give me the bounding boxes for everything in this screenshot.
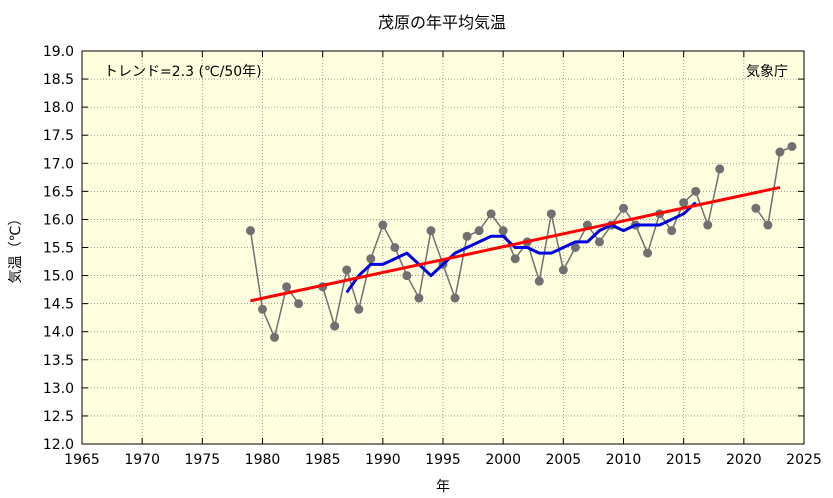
y-tick-label: 18.0 (43, 100, 74, 116)
axes: 1965 1970 1975 1980 1985 1990 1995 2000 2005 2010… (43, 44, 822, 468)
y-tick-label: 12.5 (43, 409, 74, 425)
annual-temperature-point (787, 141, 797, 151)
x-tick-label: 1970 (124, 452, 160, 468)
marks (245, 141, 797, 342)
grid (82, 51, 804, 444)
y-tick-label: 17.0 (43, 156, 74, 172)
annual-temperature-point (282, 282, 292, 292)
x-tick-label: 1975 (185, 452, 221, 468)
annual-temperature-point (450, 293, 460, 303)
annual-temperature-point (378, 220, 388, 230)
annual-temperature-point (245, 226, 255, 236)
annual-temperature-point (570, 243, 580, 252)
annual-temperature-point (510, 254, 520, 264)
annual-temperature-point (679, 198, 689, 208)
source-annotation: 気象庁 (746, 64, 788, 80)
x-tick-label: 1990 (365, 452, 401, 468)
annual-temperature-point (486, 209, 496, 219)
annual-temperature-point (426, 226, 436, 236)
annual-temperature-point (390, 243, 400, 252)
annual-temperature-point (558, 265, 568, 275)
y-tick-label: 13.0 (43, 381, 74, 397)
y-tick-label: 15.0 (43, 269, 74, 285)
x-tick-label: 2020 (726, 452, 762, 468)
annual-temperature-point (258, 304, 267, 314)
annual-temperature-point (366, 254, 376, 264)
annual-temperature-point (474, 226, 484, 236)
y-tick-label: 19.0 (43, 44, 74, 60)
x-tick-label: 2005 (546, 452, 582, 468)
x-tick-label: 2015 (666, 452, 702, 468)
annual-temperature-point (667, 226, 677, 236)
annual-temperature-point (354, 304, 364, 314)
y-axis-label: 気温（℃） (8, 212, 24, 284)
y-tick-label: 18.5 (43, 72, 74, 88)
annual-temperature-point (775, 147, 785, 157)
x-tick-label: 1965 (64, 452, 100, 468)
annual-temperature-point (534, 276, 544, 286)
annual-temperature-point (546, 209, 556, 219)
y-tick-label: 14.0 (43, 325, 74, 341)
trend-annotation: トレンド=2.3 (℃/50年) (104, 64, 262, 80)
x-tick-label: 2000 (485, 452, 521, 468)
annual-temperature-point (462, 231, 472, 241)
moving-average-line (345, 201, 697, 294)
x-tick-label: 1980 (245, 452, 281, 468)
y-tick-label: 15.5 (43, 241, 74, 257)
annual-temperature-point (270, 332, 280, 342)
annual-temperature-point (498, 226, 508, 236)
x-tick-label: 1995 (425, 452, 461, 468)
y-tick-label: 12.0 (43, 437, 74, 453)
y-tick-label: 17.5 (43, 128, 74, 144)
trend-line (250, 185, 781, 303)
annual-temperature-point (751, 203, 761, 213)
x-tick-label: 1985 (305, 452, 341, 468)
annual-temperature-line (321, 168, 721, 330)
annual-temperature-point (715, 164, 725, 174)
annual-temperature-point (619, 203, 628, 213)
annual-temperature-point (330, 321, 340, 331)
y-tick-label: 14.5 (43, 297, 74, 313)
x-tick-label: 2025 (786, 452, 822, 468)
y-tick-label: 16.5 (43, 184, 74, 200)
annual-temperature-point (691, 186, 701, 196)
y-tick-label: 13.5 (43, 353, 74, 369)
y-tick-label: 16.0 (43, 212, 74, 228)
annual-temperature-point (594, 237, 604, 247)
x-axis-label: 年 (436, 479, 450, 495)
plot-frame (81, 50, 805, 445)
annual-temperature-point (703, 220, 713, 230)
annual-temperature-point (414, 293, 424, 303)
chart-title: 茂原の年平均気温 (378, 13, 506, 32)
annual-temperature-point (763, 220, 773, 230)
annual-temperature-point (643, 248, 653, 258)
annual-temperature-point (294, 299, 304, 309)
annual-temperature-point (342, 265, 352, 275)
x-tick-label: 2010 (606, 452, 642, 468)
annual-temperature-point (402, 271, 412, 281)
